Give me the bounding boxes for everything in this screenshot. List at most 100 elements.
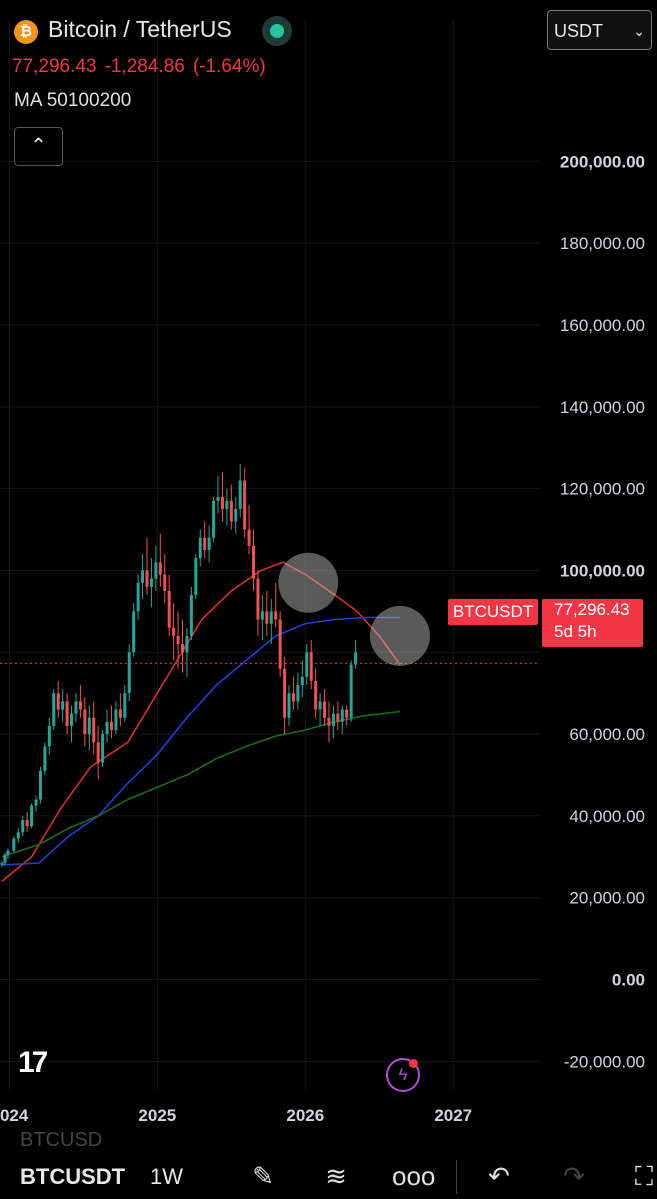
candle-body — [3, 854, 7, 863]
candle-body — [65, 701, 69, 726]
chevron-up-icon: ⌃ — [30, 135, 47, 157]
candle-body — [225, 500, 229, 510]
ma-line-3 — [1, 710, 401, 858]
candle-body — [127, 652, 131, 694]
chart-header: ₿ Bitcoin / TetherUS 77,296.43 -1,284.86 (… — [0, 0, 657, 180]
price-summary: 77,296.43 -1,284.86 (-1.64%) — [12, 56, 274, 78]
candle-body — [340, 709, 344, 722]
candle-body — [154, 562, 158, 579]
pencil-icon[interactable]: ✎ — [252, 1161, 274, 1191]
chart-overlay — [0, 552, 540, 666]
x-tick-label: 2027 — [434, 1106, 472, 1125]
candle-body — [47, 725, 51, 747]
candle-body — [296, 685, 300, 702]
candle-body — [354, 652, 358, 665]
timeframe-button[interactable]: 1W — [150, 1164, 183, 1189]
symbol-price-label: BTCUSDT — [448, 599, 538, 625]
candle-body — [74, 701, 78, 714]
candle-body — [318, 701, 322, 710]
collapse-legend-button[interactable]: ⌃ — [14, 127, 63, 166]
candle-body — [61, 701, 65, 710]
y-tick-label: -20,000.00 — [564, 1052, 645, 1071]
candle-body — [229, 500, 233, 522]
y-tick-label: 60,000.00 — [569, 725, 645, 744]
candle-body — [92, 717, 96, 743]
indicators-icon[interactable]: ≋ — [325, 1161, 347, 1191]
candle-body — [136, 582, 140, 612]
candle-body — [198, 537, 202, 559]
candle-body — [78, 701, 82, 710]
symbol-title[interactable]: Bitcoin / TetherUS — [48, 16, 232, 42]
last-price: 77,296.43 — [12, 56, 97, 77]
candle-body — [0, 862, 4, 865]
candle-body — [305, 652, 309, 677]
y-tick-label: 0.00 — [612, 971, 645, 990]
y-tick-label: 160,000.00 — [560, 316, 645, 335]
candle-body — [349, 664, 353, 718]
more-icon[interactable]: ooo — [392, 1161, 436, 1191]
candle-body — [189, 595, 193, 636]
candle-body — [16, 832, 20, 839]
price-axis: 200,000.00 180,000.00 160,000.00 140,000.00… — [560, 152, 645, 1071]
candle-body — [52, 693, 56, 726]
candle-body — [323, 701, 327, 718]
candle-body — [185, 635, 189, 653]
candle-body — [96, 742, 100, 763]
candle-body — [180, 644, 184, 653]
y-tick-label: 140,000.00 — [560, 398, 645, 417]
candle-body — [83, 709, 87, 735]
candle-body — [132, 611, 136, 653]
candle-body — [6, 850, 10, 855]
candle-body — [21, 820, 25, 833]
candle-body — [101, 734, 105, 763]
candle-body — [278, 619, 282, 669]
candle-body — [25, 820, 29, 827]
candle-body — [269, 611, 273, 624]
moving-averages — [1, 561, 401, 883]
candle-body — [238, 480, 242, 510]
candle-body — [220, 496, 224, 510]
undo-icon[interactable]: ↶ — [488, 1161, 510, 1191]
candle-body — [114, 709, 118, 730]
candle-body — [309, 652, 313, 681]
candle-body — [56, 693, 60, 710]
price-change-pct: (-1.64%) — [192, 56, 266, 77]
candle-body — [70, 713, 74, 726]
candles — [0, 464, 358, 868]
x-tick-label: 2024 — [0, 1106, 29, 1125]
ma-line-1 — [1, 561, 401, 883]
ma-line-2 — [1, 616, 400, 866]
x-tick-label: 2026 — [286, 1106, 324, 1125]
time-axis: 2024 2025 2026 2027 — [0, 1106, 472, 1125]
symbol-button[interactable]: BTCUSDT — [20, 1164, 125, 1189]
y-tick-label: 200,000.00 — [560, 152, 645, 171]
currency-select[interactable]: USDT ⌄ — [547, 10, 652, 50]
candle-body — [34, 799, 38, 806]
candle-body — [336, 713, 340, 722]
candle-body — [247, 529, 251, 546]
candle-body — [30, 805, 34, 827]
candle-body — [216, 496, 220, 501]
fullscreen-icon[interactable]: ⛶ — [634, 1161, 654, 1191]
last-price-label: 77,296.43 5d 5h — [542, 599, 643, 647]
candle-body — [331, 713, 335, 726]
candle-body — [109, 721, 113, 730]
candle-body — [118, 709, 122, 718]
price-change: -1,284.86 — [104, 56, 185, 77]
flash-icon[interactable]: ϟ — [386, 1058, 420, 1092]
currency-value: USDT — [554, 21, 603, 41]
market-open-icon — [262, 16, 292, 46]
y-tick-label: 40,000.00 — [569, 807, 645, 826]
candle-body — [123, 693, 127, 718]
indicator-legend[interactable]: MA 50100200 — [14, 90, 132, 111]
candle-body — [234, 509, 238, 522]
candle-body — [327, 717, 331, 726]
candle-body — [194, 558, 198, 595]
candle-body — [105, 721, 109, 735]
candle-body — [243, 480, 247, 530]
candle-body — [256, 578, 260, 620]
candle-body — [265, 611, 269, 624]
notification-dot — [409, 1059, 418, 1068]
tradingview-logo-icon[interactable]: 17 — [18, 1046, 48, 1079]
